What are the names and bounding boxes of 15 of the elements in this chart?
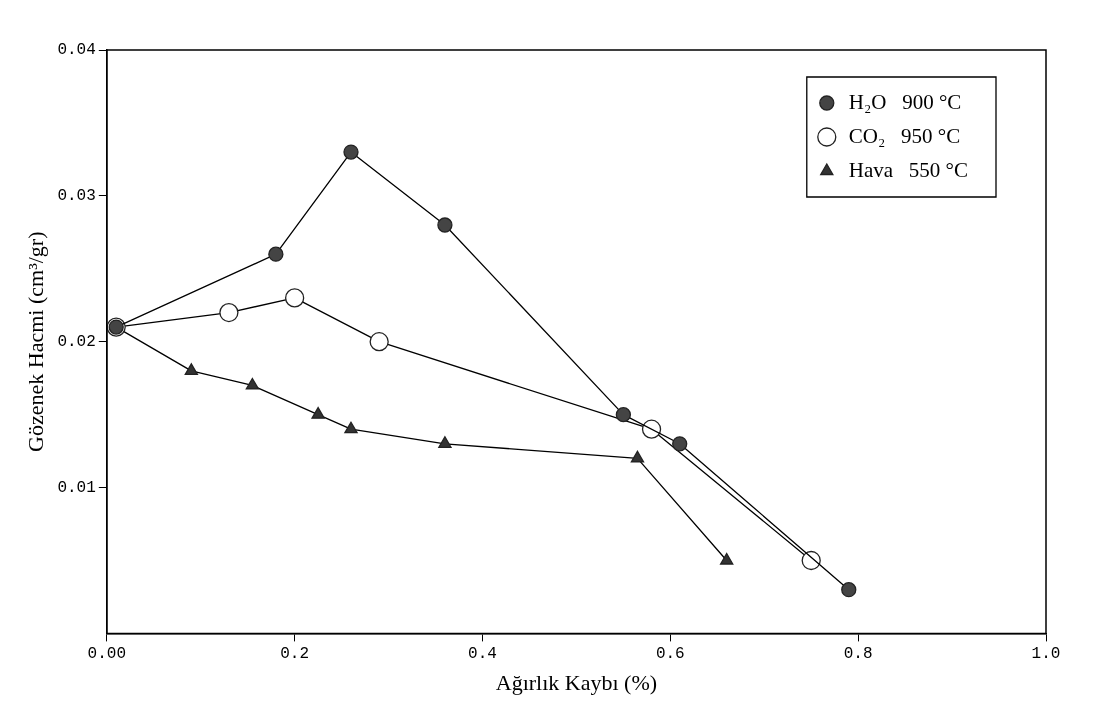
x-tick-label: 0.8 bbox=[843, 645, 873, 664]
y-tick-label: 0.01 bbox=[57, 478, 96, 497]
y-axis-title: Gözenek Hacmi (cm³/gr) bbox=[22, 231, 48, 452]
legend-label: H₂O 900 °C bbox=[848, 89, 962, 114]
x-tick-label: 0.2 bbox=[280, 645, 310, 664]
legend-label: CO₂ 950 °C bbox=[848, 123, 961, 148]
x-tick-label: 0.00 bbox=[87, 645, 127, 664]
x-tick-label: 1.0 bbox=[1031, 645, 1061, 664]
y-tick-label: 0.04 bbox=[57, 41, 96, 60]
y-tick-label: 0.02 bbox=[57, 332, 96, 351]
y-tick-label: 0.03 bbox=[57, 187, 96, 206]
legend-label: Hava 550 °C bbox=[848, 157, 969, 182]
x-axis-title: Ağırlık Kaybı (%) bbox=[495, 669, 658, 695]
x-tick-label: 0.6 bbox=[655, 645, 685, 664]
x-tick-label: 0.4 bbox=[468, 645, 497, 664]
